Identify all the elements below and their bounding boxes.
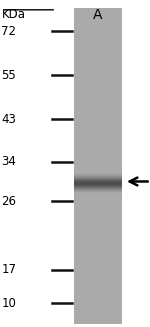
Text: 10: 10	[2, 297, 16, 310]
Text: 43: 43	[2, 113, 16, 126]
Text: 34: 34	[2, 155, 16, 168]
Text: 72: 72	[2, 25, 16, 38]
Text: 26: 26	[2, 195, 16, 208]
Text: KDa: KDa	[2, 8, 26, 21]
Text: A: A	[93, 8, 102, 22]
Text: 55: 55	[2, 69, 16, 82]
Text: 17: 17	[2, 263, 16, 276]
